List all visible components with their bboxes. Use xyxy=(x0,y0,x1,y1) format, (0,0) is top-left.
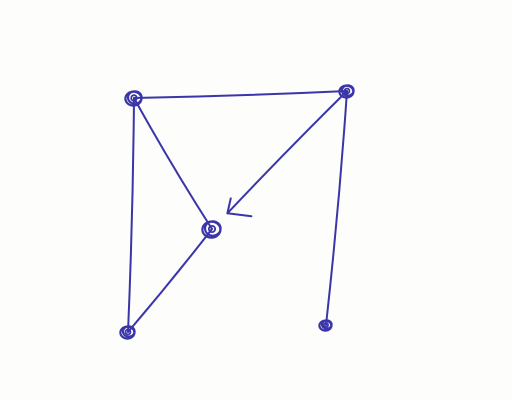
edge-top-left-to-bottom-left xyxy=(127,97,135,333)
node-core xyxy=(207,224,217,234)
edge-top-right-to-bottom-right xyxy=(325,90,348,326)
edges-layer xyxy=(127,90,348,333)
edge-top-right-to-center xyxy=(226,90,348,215)
node-core xyxy=(322,321,329,328)
node-center xyxy=(201,220,222,239)
node-ring xyxy=(126,90,143,105)
nodes-layer xyxy=(119,84,355,340)
node-ring xyxy=(320,319,333,330)
node-top-right xyxy=(338,84,355,99)
node-top-left xyxy=(124,90,143,107)
arrow-head-icon xyxy=(226,197,253,218)
node-core xyxy=(343,87,351,95)
node-core xyxy=(124,328,132,336)
node-ring xyxy=(121,325,136,338)
node-ring xyxy=(203,220,222,237)
node-ring xyxy=(340,84,355,97)
node-bottom-right xyxy=(318,319,333,332)
edge-center-to-bottom-left xyxy=(127,228,213,333)
node-core xyxy=(130,94,138,102)
edge-top-left-to-center xyxy=(133,97,213,230)
edge-top-left-to-top-right xyxy=(133,90,348,99)
node-bottom-left xyxy=(119,325,136,340)
